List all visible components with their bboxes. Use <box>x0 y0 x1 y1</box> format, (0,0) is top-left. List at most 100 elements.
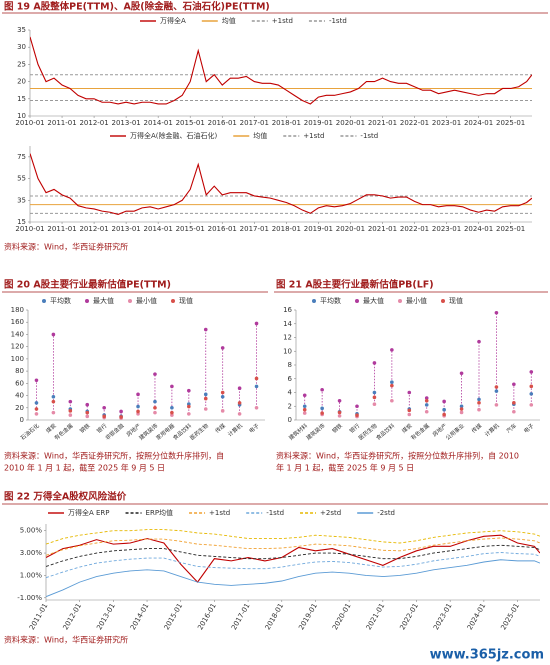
x-tick-label: 2014-01 <box>144 119 173 127</box>
dot <box>512 382 516 387</box>
y-tick-label: 4 <box>288 389 293 397</box>
dot <box>136 392 140 397</box>
dot <box>153 372 157 376</box>
series-line <box>46 534 540 583</box>
y-tick-label: -1.00% <box>17 594 42 602</box>
dot <box>459 404 464 409</box>
category-label: 煤炭 <box>400 421 414 435</box>
x-tick-label: 2013-01 <box>112 119 141 127</box>
dot <box>170 384 174 389</box>
y-tick-label: 14 <box>283 320 292 328</box>
source-note: 资料来源：Wind，华西证券研究所，按照分位数升序排列，自 2010 <box>276 451 519 461</box>
dot <box>529 392 534 396</box>
legend-label: 万得全A ERP <box>68 508 110 517</box>
category-label: 石油石化 <box>19 421 41 442</box>
legend-label: 万得全A <box>160 16 186 25</box>
category-label: 有色金属 <box>409 422 431 442</box>
dot <box>337 398 342 403</box>
dot <box>424 396 429 400</box>
dot <box>529 370 534 374</box>
category-label: 汽车 <box>505 421 519 435</box>
legend-marker <box>312 299 316 303</box>
dot <box>254 321 259 326</box>
x-tick-label: 2010-01 <box>15 225 44 233</box>
dot <box>302 404 307 409</box>
x-tick-label: 2022-01 <box>400 119 429 127</box>
y-tick-label: 180 <box>11 306 24 314</box>
dot <box>355 413 359 417</box>
x-tick-label: 2015-01 <box>176 225 205 233</box>
y-tick-label: 0 <box>288 416 292 424</box>
category-label: 计算机 <box>483 421 501 438</box>
series-line <box>46 529 540 545</box>
figure-title: 图 20 A股主要行业最新估值PE(TTM) <box>4 279 171 291</box>
dot <box>254 384 259 389</box>
x-tick-label: 2019-01 <box>304 225 333 233</box>
legend-marker <box>171 299 175 303</box>
dot <box>407 408 412 413</box>
legend-label: 均值 <box>253 131 267 140</box>
x-tick-label: 2012-01 <box>62 602 84 631</box>
category-label: 钢铁 <box>78 421 92 435</box>
x-tick-label: 2015-01 <box>163 602 185 631</box>
x-tick-label: 2021-01 <box>368 119 397 127</box>
legend-label: -1std <box>360 132 378 140</box>
dot <box>220 394 225 399</box>
dot <box>302 407 307 412</box>
series-line <box>30 153 532 215</box>
legend-label: 最大值 <box>363 296 384 305</box>
dot <box>337 414 342 418</box>
series-line <box>46 537 540 556</box>
y-tick-label: 15 <box>17 218 26 226</box>
y-tick-label: 15 <box>17 95 26 103</box>
dot <box>85 414 90 419</box>
category-label: 银行 <box>95 421 109 435</box>
dot <box>407 412 412 417</box>
x-tick-label: 2013-01 <box>95 602 117 631</box>
source-note: 资料来源：Wind，华西证券研究所 <box>4 242 128 252</box>
figure-title: 图 22 万得全A股权风险溢价 <box>4 491 127 503</box>
category-label: 电子 <box>522 421 536 435</box>
category-label: 钢铁 <box>330 421 344 435</box>
category-label: 计算机 <box>226 421 244 438</box>
dot <box>136 404 140 409</box>
legend-label: 平均数 <box>50 296 71 305</box>
legend-marker <box>85 299 89 303</box>
category-label: 传媒 <box>470 421 484 435</box>
category-label: 有色金属 <box>53 422 75 442</box>
dot <box>51 394 56 399</box>
dot <box>372 390 377 395</box>
x-tick-label: 2017-01 <box>240 225 269 233</box>
dot <box>320 411 324 415</box>
dot <box>187 412 191 416</box>
dot <box>170 405 174 410</box>
dot <box>320 406 324 411</box>
dot <box>372 395 377 400</box>
category-label: 食品饮料 <box>374 421 396 442</box>
y-tick-label: 35 <box>17 26 26 34</box>
y-tick-label: 40 <box>15 392 24 400</box>
dot <box>372 402 377 406</box>
dot <box>424 398 429 403</box>
dot <box>355 404 359 409</box>
legend-marker <box>398 299 402 303</box>
x-tick-label: 2017-01 <box>230 602 252 631</box>
x-tick-label: 2025-01 <box>499 602 521 631</box>
dot <box>254 405 259 410</box>
legend-label: 均值 <box>222 16 236 25</box>
x-tick-label: 2011-01 <box>47 225 76 233</box>
y-tick-label: 10 <box>17 112 26 120</box>
dot <box>477 407 481 412</box>
dot <box>220 346 225 350</box>
category-label: 医药生物 <box>188 421 210 442</box>
dot <box>512 401 516 405</box>
category-label: 银行 <box>348 421 362 435</box>
dot <box>477 339 481 344</box>
x-tick-label: 2024-01 <box>464 225 493 233</box>
y-tick-label: 25 <box>17 60 26 68</box>
dot <box>494 403 499 407</box>
dot <box>512 409 516 414</box>
legend-label: 万得全A(除金融、石油石化) <box>130 131 218 140</box>
x-tick-label: 2016-01 <box>208 225 237 233</box>
